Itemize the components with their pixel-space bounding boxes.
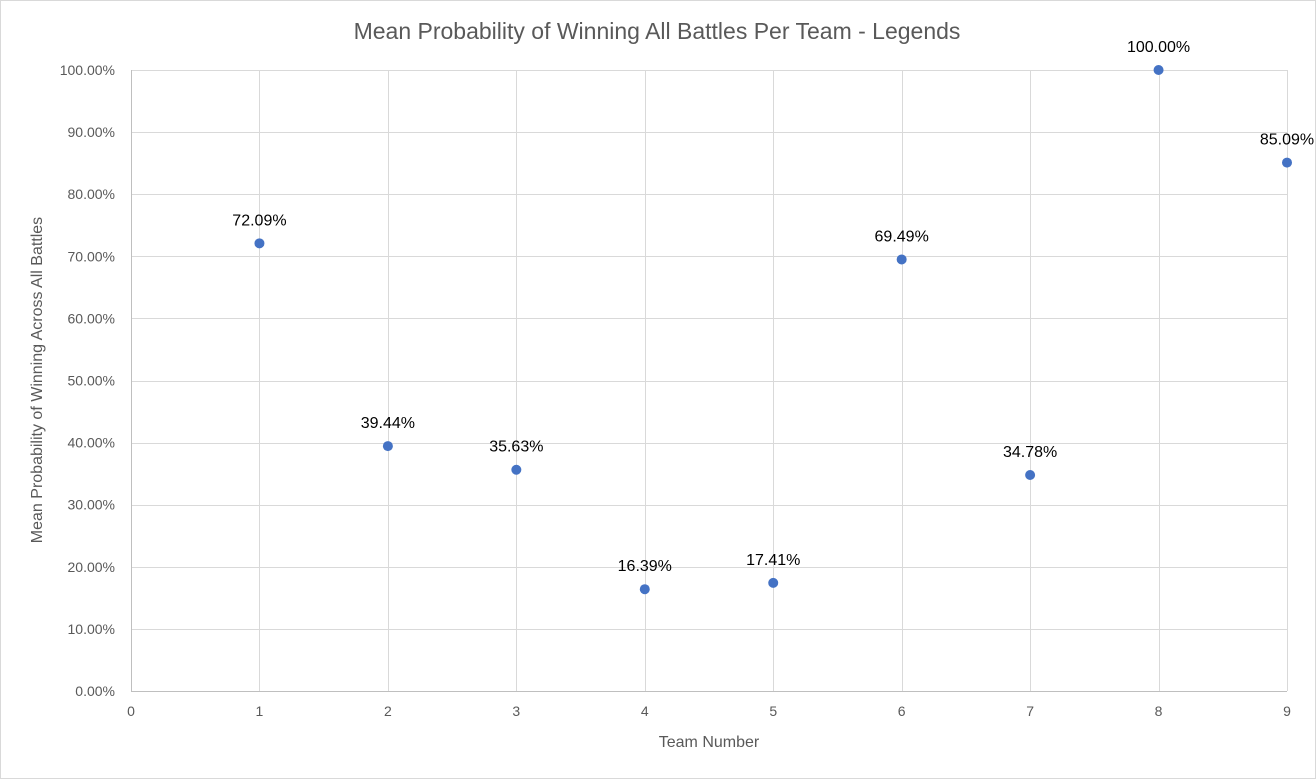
data-point <box>896 254 907 265</box>
x-axis-tick-labels: 0 1 2 3 4 5 6 7 8 9 <box>127 703 1291 719</box>
data-point <box>1025 470 1036 481</box>
data-label: 85.09% <box>1260 132 1314 149</box>
y-tick-label: 40.00% <box>68 435 115 451</box>
x-tick-label: 4 <box>641 703 649 719</box>
y-tick-label: 10.00% <box>68 621 115 637</box>
data-label: 39.44% <box>361 415 415 432</box>
y-tick-label: 50.00% <box>68 373 115 389</box>
data-label: 34.78% <box>1003 444 1057 461</box>
chart-title: Mean Probability of Winning All Battles … <box>354 18 961 44</box>
data-point <box>382 441 393 452</box>
data-point <box>1153 65 1164 75</box>
y-tick-label: 30.00% <box>68 497 115 513</box>
data-label: 69.49% <box>875 228 929 245</box>
y-axis-title: Mean Probability of Winning Across All B… <box>29 217 46 543</box>
data-label: 100.00% <box>1127 39 1190 56</box>
data-point <box>639 584 650 595</box>
data-labels: 72.09% 39.44% 35.63% 16.39% 17.41% 69.49% 34.7… <box>232 39 1314 575</box>
x-tick-label: 7 <box>1026 703 1034 719</box>
y-tick-label: 60.00% <box>68 310 115 326</box>
x-tick-label: 1 <box>256 703 264 719</box>
data-label: 17.41% <box>746 552 800 569</box>
x-tick-label: 0 <box>127 703 135 719</box>
data-point <box>511 464 522 475</box>
x-tick-label: 6 <box>898 703 906 719</box>
data-label: 35.63% <box>489 439 543 456</box>
x-tick-label: 9 <box>1283 703 1291 719</box>
y-tick-label: 20.00% <box>68 559 115 575</box>
x-tick-label: 8 <box>1155 703 1163 719</box>
y-axis-tick-labels: 0.00% 10.00% 20.00% 30.00% 40.00% 50.00% 60.00… <box>60 62 115 699</box>
x-tick-label: 2 <box>384 703 392 719</box>
data-point <box>768 577 779 588</box>
x-tick-label: 5 <box>769 703 777 719</box>
gridlines <box>131 70 1288 692</box>
y-tick-label: 70.00% <box>68 248 115 264</box>
y-tick-label: 0.00% <box>75 683 115 699</box>
data-points <box>254 65 1292 595</box>
data-label: 72.09% <box>232 212 286 229</box>
x-axis-title: Team Number <box>659 734 760 751</box>
data-label: 16.39% <box>618 558 672 575</box>
data-point <box>1282 157 1292 168</box>
data-point <box>254 238 265 249</box>
x-tick-label: 3 <box>512 703 520 719</box>
y-tick-label: 80.00% <box>68 186 115 202</box>
y-tick-label: 100.00% <box>60 62 115 78</box>
y-tick-label: 90.00% <box>68 124 115 140</box>
